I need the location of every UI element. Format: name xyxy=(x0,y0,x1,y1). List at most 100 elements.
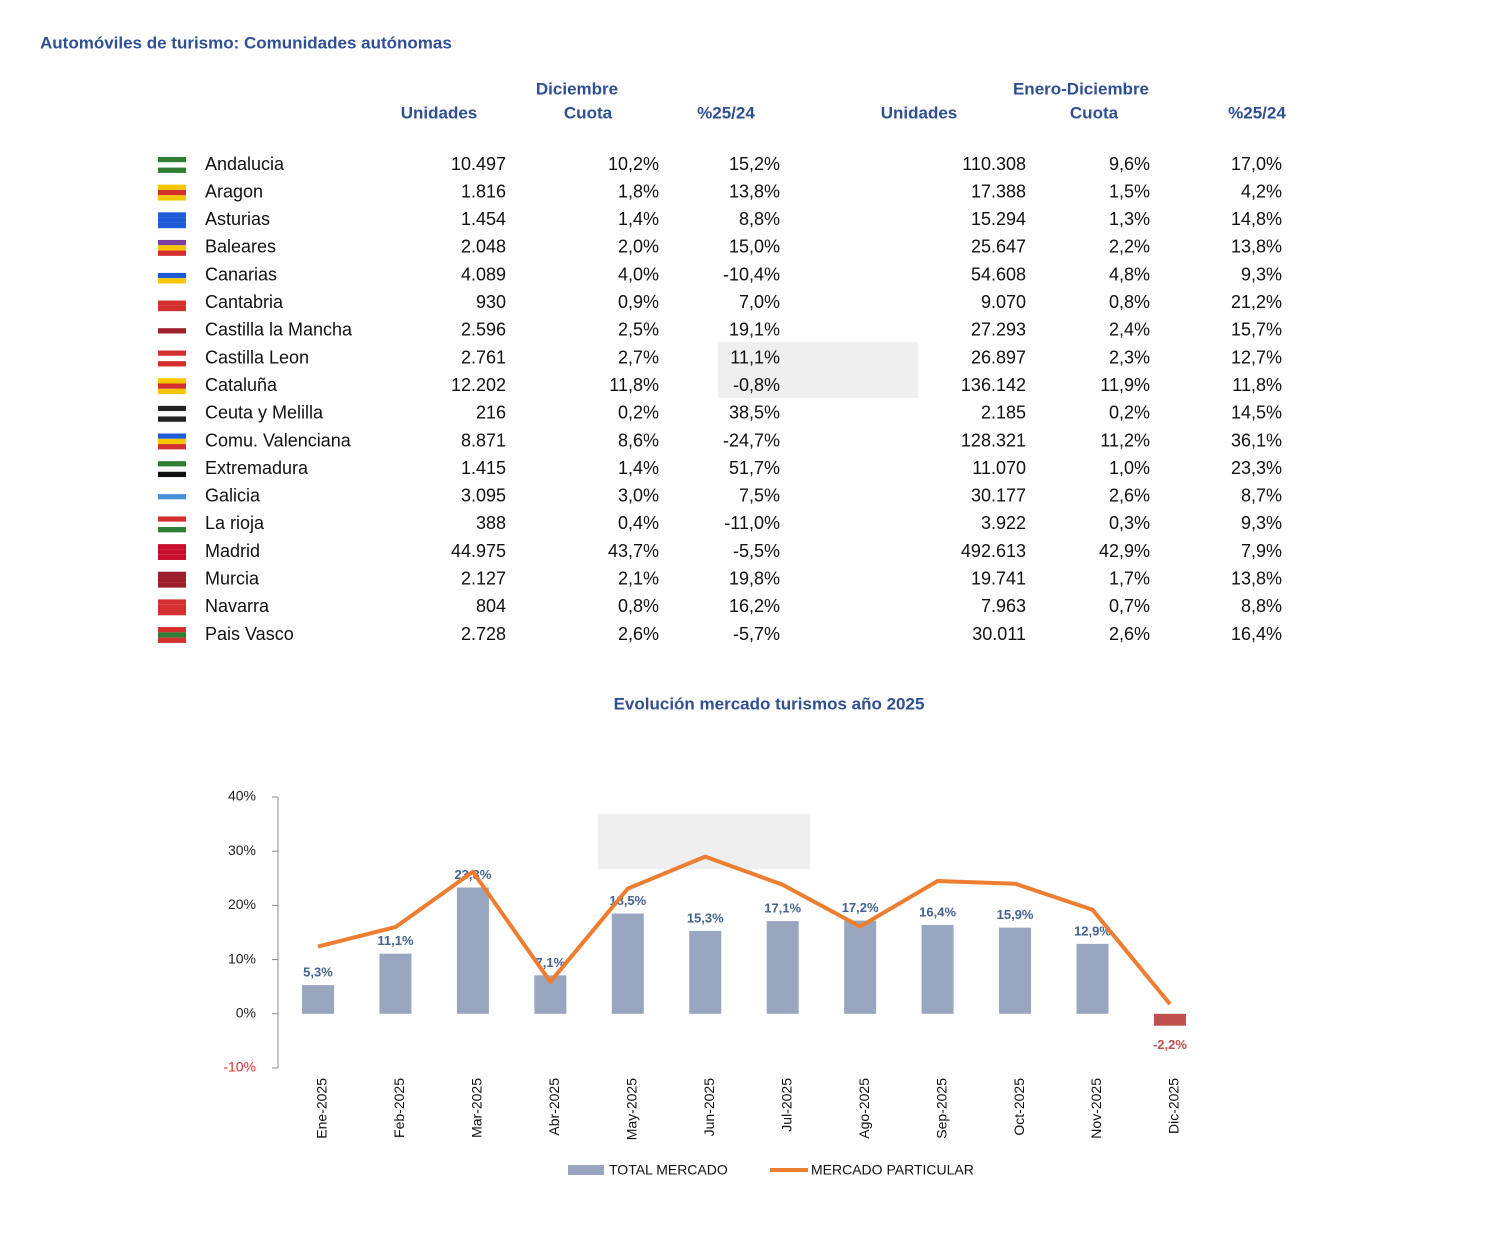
flag xyxy=(158,267,186,273)
column-header: %25/24 xyxy=(697,103,755,122)
cell: 2.761 xyxy=(461,347,506,367)
cell: 2,5% xyxy=(618,320,659,340)
flag xyxy=(158,355,186,362)
cell: 0,7% xyxy=(1109,596,1150,616)
flag xyxy=(158,361,186,367)
data-label: 12,9% xyxy=(1074,923,1111,938)
x-tick-label: Oct-2025 xyxy=(1011,1078,1027,1136)
cell: 1,3% xyxy=(1109,209,1150,229)
watermark xyxy=(598,814,810,869)
x-tick-label: Feb-2025 xyxy=(391,1078,407,1138)
cell: 8,7% xyxy=(1241,486,1282,506)
flag xyxy=(158,278,186,284)
x-tick-label: Ene-2025 xyxy=(314,1078,330,1139)
flag xyxy=(158,184,186,190)
flag xyxy=(158,300,186,306)
data-label: 7,1% xyxy=(536,955,566,970)
cell: 9,3% xyxy=(1241,264,1282,284)
flag xyxy=(158,222,186,229)
row-name: Aragon xyxy=(205,181,263,201)
flag xyxy=(158,604,186,610)
cell: 43,7% xyxy=(608,541,659,561)
cell: 9,6% xyxy=(1109,154,1150,174)
bar xyxy=(766,921,799,1014)
row-name: Pais Vasco xyxy=(205,624,294,644)
cell: 2,6% xyxy=(1109,486,1150,506)
column-header: Cuota xyxy=(564,103,613,122)
row-name: Madrid xyxy=(205,541,260,561)
cell: 3.095 xyxy=(461,486,506,506)
cell: 9,3% xyxy=(1241,513,1282,533)
cell: 136.142 xyxy=(961,375,1026,395)
row-name: Baleares xyxy=(205,237,276,257)
x-tick-label: Ago-2025 xyxy=(856,1078,872,1139)
flag xyxy=(158,632,186,638)
y-tick-label: -10% xyxy=(223,1059,256,1075)
x-tick-label: Nov-2025 xyxy=(1088,1078,1104,1139)
row-name: Galicia xyxy=(205,486,261,506)
cell: 10,2% xyxy=(608,154,659,174)
x-tick-label: Jul-2025 xyxy=(778,1078,794,1132)
cell: 110.308 xyxy=(962,154,1026,174)
data-label: -2,2% xyxy=(1153,1037,1187,1052)
flag xyxy=(158,239,186,246)
cell: 1.816 xyxy=(461,181,506,201)
flag xyxy=(158,610,186,616)
flag xyxy=(158,250,186,256)
group-header: Enero-Diciembre xyxy=(1013,79,1149,98)
data-label: 11,1% xyxy=(377,933,414,948)
legend-label: TOTAL MERCADO xyxy=(609,1162,728,1178)
cell: 4,8% xyxy=(1109,264,1150,284)
cell: 0,3% xyxy=(1109,513,1150,533)
flag xyxy=(158,599,186,605)
row-name: Ceuta y Melilla xyxy=(205,403,324,423)
bar xyxy=(456,887,489,1014)
cell: 0,8% xyxy=(618,596,659,616)
row-name: Castilla Leon xyxy=(205,347,309,367)
cell: 11,8% xyxy=(1232,375,1282,395)
row-name: Navarra xyxy=(205,596,270,616)
cell: 9.070 xyxy=(981,292,1026,312)
cell: 1.415 xyxy=(461,458,506,478)
cell: 15,7% xyxy=(1231,320,1282,340)
cell: 930 xyxy=(476,292,506,312)
cell: 2.127 xyxy=(461,569,506,589)
cell: 7.963 xyxy=(981,596,1026,616)
flag xyxy=(158,582,186,588)
flag xyxy=(158,212,186,218)
flag xyxy=(158,217,186,223)
column-header: Cuota xyxy=(1070,103,1119,122)
flag xyxy=(158,189,186,196)
cell: 10.497 xyxy=(451,154,506,174)
flag xyxy=(158,328,186,334)
line xyxy=(317,854,1172,1006)
cell: 8.871 xyxy=(461,430,506,450)
cell: 128.321 xyxy=(961,430,1026,450)
flag xyxy=(158,378,186,384)
x-tick-label: May-2025 xyxy=(624,1078,640,1140)
cell: 2.048 xyxy=(461,237,506,257)
cell: 8,8% xyxy=(739,209,780,229)
y-tick-label: 30% xyxy=(228,842,256,858)
cell: 13,8% xyxy=(729,181,780,201)
legend-swatch xyxy=(568,1165,604,1175)
cell: 0,2% xyxy=(618,403,659,423)
cell: 30.177 xyxy=(971,486,1026,506)
cell: 12.202 xyxy=(451,375,506,395)
cell: 1,5% xyxy=(1109,181,1150,201)
cell: 8,8% xyxy=(1241,596,1282,616)
cell: -5,5% xyxy=(733,541,780,561)
cell: 17.388 xyxy=(971,181,1026,201)
flag xyxy=(158,444,186,450)
cell: 3,0% xyxy=(618,486,659,506)
cell: -11,0% xyxy=(724,513,780,533)
flag xyxy=(158,388,186,395)
row-name: Comu. Valenciana xyxy=(205,430,352,450)
flag xyxy=(158,516,186,522)
flag xyxy=(158,488,186,495)
row-name: Canarias xyxy=(205,264,277,284)
flag xyxy=(158,405,186,412)
flag xyxy=(158,571,186,578)
cell: 14,5% xyxy=(1231,403,1282,423)
flag xyxy=(158,322,186,329)
